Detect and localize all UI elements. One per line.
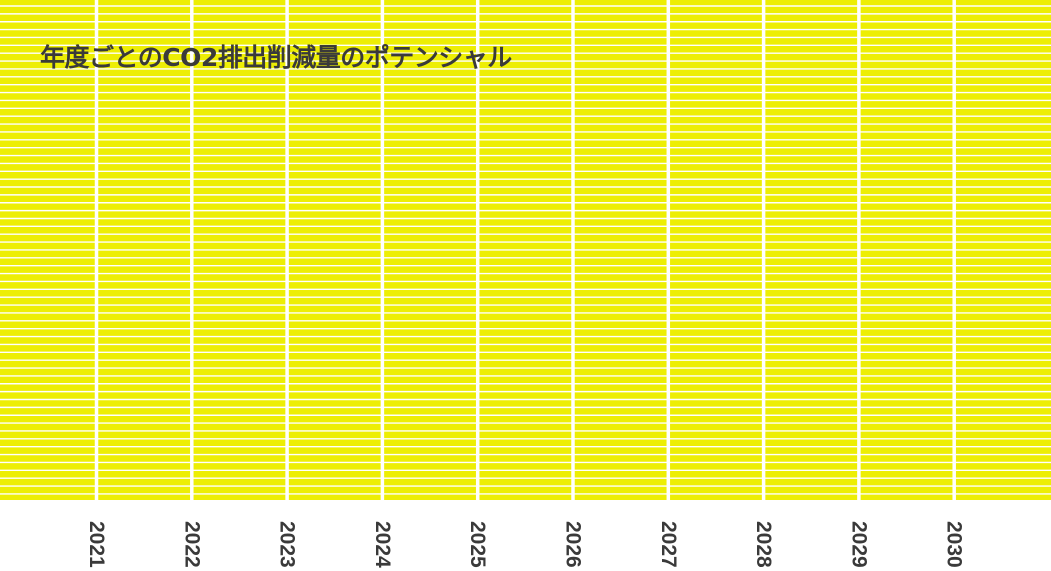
x-tick-label-2027: 2027 [657,521,680,568]
x-tick-label-2029: 2029 [847,521,870,568]
x-tick-label-2028: 2028 [752,521,775,568]
x-axis-tick-labels: 2021 2022 2023 2024 2025 2026 2027 2028 2029 2030 [85,521,966,568]
horizontal-gridlines [0,5,1051,495]
x-tick-label-2022: 2022 [180,521,203,568]
chart-title: 年度ごとのCO2排出削減量のポテンシャル [40,43,512,72]
x-tick-label-2021: 2021 [85,521,108,568]
x-tick-label-2023: 2023 [276,521,299,568]
x-tick-label-2024: 2024 [371,521,394,568]
x-tick-label-2030: 2030 [943,521,966,568]
x-tick-label-2025: 2025 [466,521,489,568]
vertical-gridlines [94,0,956,500]
x-tick-label-2026: 2026 [562,521,585,568]
